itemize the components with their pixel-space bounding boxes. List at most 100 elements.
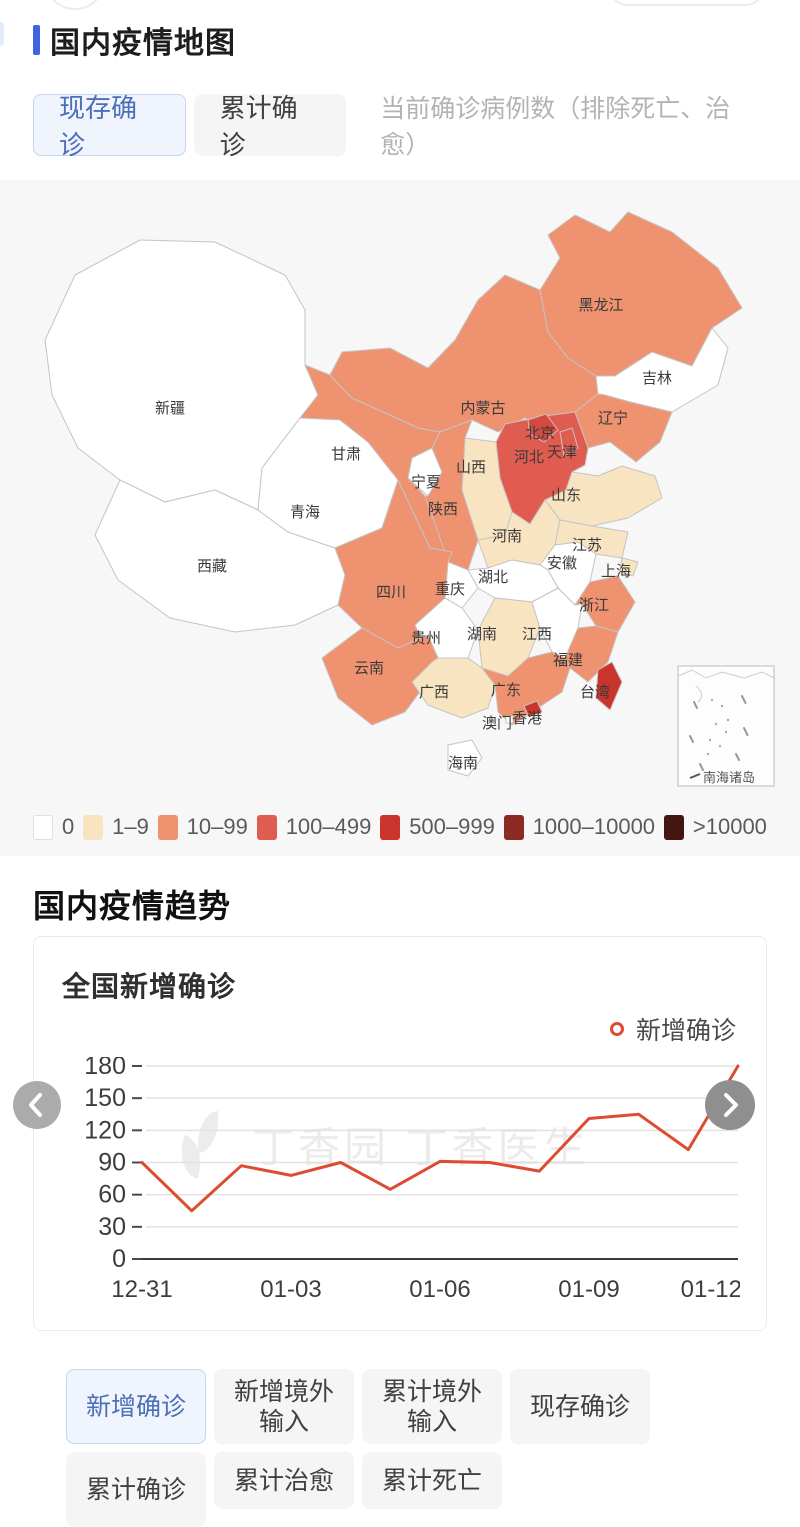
province-guangdong[interactable] [481, 651, 571, 726]
tab-cumulative-confirmed[interactable]: 累计确诊 [193, 93, 347, 160]
trend-tab-cumulative-cured[interactable]: 累计治愈 [214, 1452, 354, 1509]
y-axis-tick: 30 [98, 1213, 126, 1241]
legend-label: >10000 [692, 814, 767, 839]
tab-current-confirmed[interactable]: 现存确诊 [33, 93, 186, 160]
carousel-next-button[interactable] [705, 1080, 755, 1130]
trend-tab-new-confirmed[interactable]: 新增确诊 [66, 1369, 206, 1444]
province-label-henan: 河南 [492, 528, 522, 545]
province-label-neimenggu: 内蒙古 [460, 400, 505, 417]
map-tabs: 现存确诊 累计确诊 当前确诊病例数（排除死亡、治愈） [33, 93, 767, 160]
province-label-hubei: 湖北 [478, 569, 508, 586]
y-axis-tick: 60 [98, 1181, 126, 1209]
province-label-xinjiang: 新疆 [155, 400, 185, 417]
legend-item: >10000 [663, 814, 767, 840]
x-axis-tick: 01-12 [681, 1276, 740, 1303]
province-label-shanxi: 山西 [456, 459, 486, 476]
trend-tab-current-confirmed[interactable]: 现存确诊 [510, 1369, 650, 1444]
legend-swatch [503, 814, 524, 840]
province-label-tianjin: 天津 [547, 444, 577, 461]
legend-label: 1000–10000 [532, 814, 656, 839]
trend-chart-card: 全国新增确诊 新增确诊 丁香园 丁香医生 0 30 60 90 120 150 180 12-… [33, 936, 767, 1331]
legend-item: 1000–10000 [503, 814, 656, 840]
title-accent-bar [33, 25, 40, 55]
chart-title: 全国新增确诊 [62, 971, 237, 1002]
chevron-right-icon [724, 1093, 738, 1117]
x-axis-tick: 12-31 [111, 1276, 172, 1303]
province-label-shaanxi: 陕西 [428, 501, 458, 518]
province-label-hainan: 海南 [448, 755, 478, 772]
legend-swatch [256, 814, 277, 840]
trend-tab-new-imported[interactable]: 新增境外 输入 [214, 1369, 354, 1444]
line-chart: 0 30 60 90 120 150 180 12-31 01-03 01-06 01-09 01-1… [62, 1052, 742, 1307]
province-label-guizhou: 贵州 [411, 630, 441, 647]
cutoff-top-pill [610, 0, 763, 6]
province-hubei[interactable] [467, 559, 559, 603]
province-label-qinghai: 青海 [290, 504, 320, 521]
y-axis-tick: 150 [84, 1084, 126, 1112]
province-label-beijing: 北京 [525, 425, 555, 442]
province-label-xizang: 西藏 [197, 558, 227, 575]
y-axis-tick: 120 [84, 1116, 126, 1144]
province-hainan[interactable] [447, 739, 483, 777]
chart-legend-label: 新增确诊 [635, 1017, 736, 1045]
y-axis-tick: 180 [84, 1057, 126, 1080]
legend-label: 0 [62, 814, 75, 839]
legend-label: 100–499 [285, 814, 372, 839]
china-epidemic-map-section: 新疆 西藏 青海 甘肃 内蒙古 黑龙江 吉林 辽宁 河北 北京 天津 宁夏 山西 山东 陕西 河南 江苏 安徽 上海… [0, 180, 800, 856]
map-color-legend: 0 1–9 10–99 100–499 500–999 1000–10000 >10000 [33, 814, 767, 840]
province-guangxi[interactable] [411, 657, 496, 719]
trend-section: 国内疫情趋势 全国新增确诊 新增确诊 丁香园 丁香医生 0 30 60 90 120 15… [0, 882, 800, 1527]
province-label-anhui: 安徽 [547, 555, 577, 572]
trend-tab-cumulative-deaths[interactable]: 累计死亡 [362, 1452, 502, 1509]
province-label-ningxia: 宁夏 [411, 474, 441, 491]
legend-item: 10–99 [157, 814, 248, 840]
legend-swatch [33, 814, 53, 840]
cutoff-left-sliver [0, 22, 4, 46]
province-label-shanghai: 上海 [601, 563, 631, 580]
province-label-aomen: 澳门 [482, 715, 512, 732]
chevron-left-icon [29, 1093, 42, 1117]
y-axis-tick: 90 [98, 1149, 126, 1177]
map-header: 国内疫情地图 现存确诊 累计确诊 当前确诊病例数（排除死亡、治愈） [0, 0, 800, 160]
legend-swatch [83, 814, 104, 840]
province-label-xianggang: 香港 [512, 710, 542, 727]
map-tabs-description: 当前确诊病例数（排除死亡、治愈） [380, 95, 731, 159]
legend-swatch [663, 814, 684, 840]
south-china-sea-inset: 南海诸岛 [677, 665, 775, 787]
province-label-shandong: 山东 [551, 487, 581, 504]
legend-label: 500–999 [409, 814, 495, 839]
inset-label: 南海诸岛 [703, 770, 755, 785]
province-beijing[interactable] [527, 413, 559, 443]
province-label-hunan: 湖南 [467, 626, 497, 643]
trend-tab-cumulative-imported[interactable]: 累计境外 输入 [362, 1369, 502, 1444]
x-axis-tick: 01-03 [260, 1276, 321, 1303]
province-aomen[interactable] [505, 715, 514, 724]
trend-section-title: 国内疫情趋势 [33, 888, 232, 924]
legend-label: 10–99 [186, 814, 248, 839]
new-confirmed-line-series [140, 1064, 740, 1213]
trend-metric-tabs: 新增确诊 新增境外 输入 累计境外 输入 现存确诊累计确诊 累计治愈 累计死亡 [66, 1369, 734, 1527]
province-label-hebei: 河北 [514, 449, 544, 466]
province-label-sichuan: 四川 [376, 584, 406, 601]
province-label-guangdong: 广东 [491, 682, 521, 699]
province-label-yunnan: 云南 [354, 660, 384, 677]
province-label-taiwan: 台湾 [580, 684, 610, 701]
province-shanghai[interactable] [619, 557, 639, 577]
province-label-zhejiang: 浙江 [579, 597, 609, 614]
legend-item: 1–9 [83, 814, 149, 840]
carousel-prev-button[interactable] [13, 1081, 61, 1129]
province-label-chongqing: 重庆 [435, 581, 465, 598]
legend-label: 1–9 [112, 814, 149, 839]
page-title: 国内疫情地图 [50, 27, 236, 60]
province-label-guangxi: 广西 [419, 684, 449, 701]
province-heilongjiang[interactable] [539, 211, 743, 377]
province-xianggang[interactable] [523, 700, 543, 718]
legend-swatch [157, 814, 178, 840]
trend-tab-cumulative-confirmed[interactable]: 累计确诊 [66, 1452, 206, 1527]
province-taiwan[interactable] [595, 661, 623, 711]
legend-swatch [380, 814, 401, 840]
line-series-marker-icon [609, 1022, 624, 1036]
province-tianjin[interactable] [559, 427, 579, 457]
province-label-liaoning: 辽宁 [598, 410, 628, 427]
